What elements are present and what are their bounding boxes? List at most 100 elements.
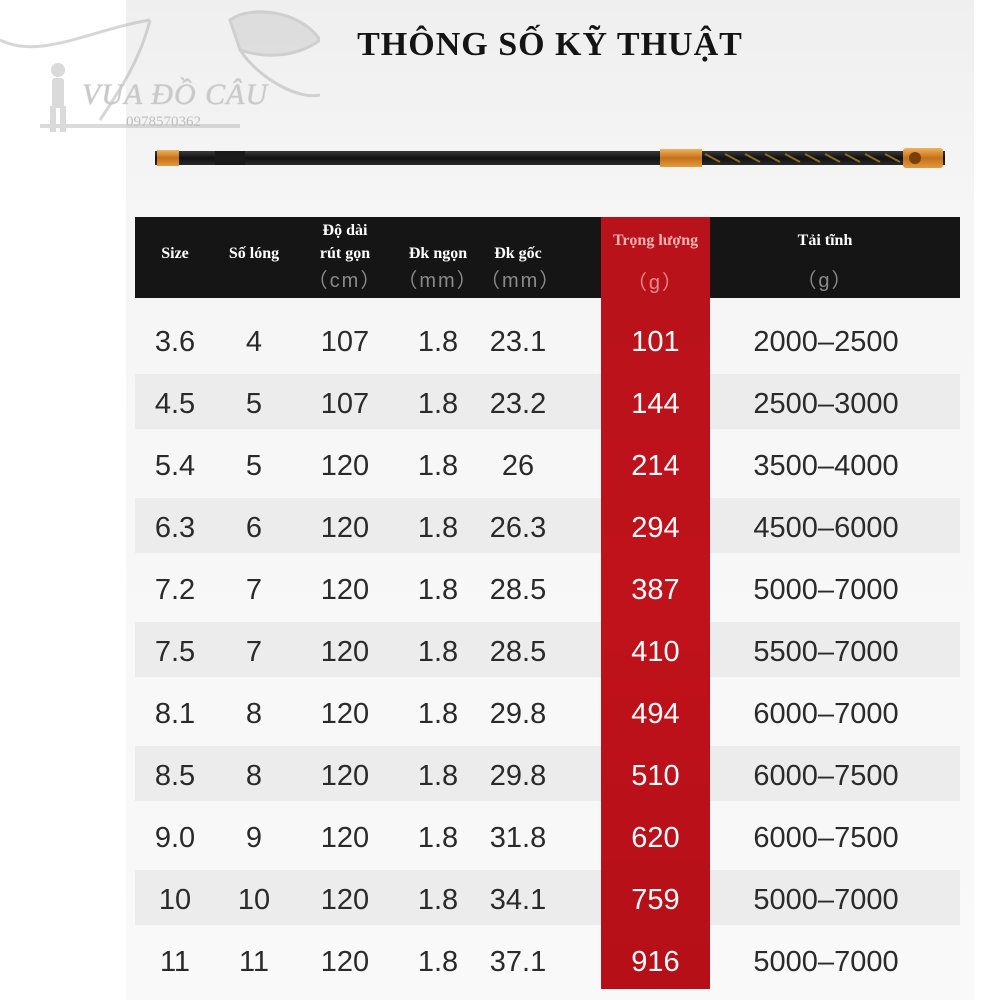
cell-size: 11 — [159, 946, 191, 978]
cell-dk-ngon: 1.8 — [417, 388, 459, 420]
table-header — [135, 217, 960, 298]
cell-tai-tinh: 6000–7000 — [753, 698, 899, 730]
cell-do-dai: 120 — [320, 636, 370, 668]
cell-dk-ngon: 1.8 — [417, 512, 459, 544]
cell-tai-tinh: 6000–7500 — [753, 822, 899, 854]
cell-so-long: 8 — [245, 760, 263, 792]
cell-tai-tinh: 2000–2500 — [753, 326, 899, 358]
header-do-dai-line1: Độ dài — [322, 222, 368, 239]
cell-so-long: 5 — [245, 450, 263, 482]
cell-do-dai: 120 — [320, 884, 370, 916]
cell-dk-ngon: 1.8 — [417, 760, 459, 792]
cell-so-long: 11 — [238, 946, 270, 978]
cell-do-dai: 120 — [320, 450, 370, 482]
cell-trong-luong: 410 — [631, 636, 680, 668]
header-so-long: Số lóng — [228, 245, 280, 262]
cell-trong-luong: 510 — [631, 760, 680, 792]
cell-dk-ngon: 1.8 — [417, 698, 459, 730]
cell-dk-goc: 26 — [501, 450, 535, 482]
header-trong-luong-unit: （g） — [626, 272, 685, 294]
cell-so-long: 5 — [245, 388, 263, 420]
cell-trong-luong: 294 — [631, 512, 680, 544]
header-dk-ngon-unit: （mm） — [397, 270, 479, 292]
page-title: THÔNG SỐ KỸ THUẬT — [357, 26, 743, 63]
cell-trong-luong: 759 — [631, 884, 680, 916]
header-trong-luong: Trọng lượng — [612, 232, 699, 249]
row-stripe — [135, 870, 960, 925]
cell-tai-tinh: 5000–7000 — [753, 946, 899, 978]
cell-do-dai: 107 — [320, 388, 370, 420]
cell-size: 7.5 — [154, 636, 196, 668]
cell-dk-goc: 29.8 — [489, 760, 547, 792]
cell-tai-tinh: 4500–6000 — [753, 512, 899, 544]
cell-trong-luong: 916 — [631, 946, 680, 978]
row-stripe — [135, 374, 960, 429]
cell-dk-goc: 28.5 — [489, 574, 547, 606]
cell-dk-goc: 34.1 — [489, 884, 547, 916]
header-dk-goc: Đk gốc — [494, 245, 542, 262]
cell-dk-ngon: 1.8 — [417, 946, 459, 978]
cell-do-dai: 120 — [320, 822, 370, 854]
cell-trong-luong: 620 — [631, 822, 680, 854]
cell-so-long: 10 — [237, 884, 271, 916]
cell-do-dai: 107 — [320, 326, 370, 358]
cell-so-long: 7 — [245, 574, 263, 606]
cell-dk-ngon: 1.8 — [417, 636, 459, 668]
cell-dk-goc: 28.5 — [489, 636, 547, 668]
cell-trong-luong: 387 — [631, 574, 680, 606]
cell-tai-tinh: 5000–7000 — [753, 574, 899, 606]
cell-do-dai: 120 — [320, 946, 370, 978]
cell-tai-tinh: 5000–7000 — [753, 884, 899, 916]
cell-so-long: 9 — [245, 822, 263, 854]
cell-do-dai: 120 — [320, 698, 370, 730]
cell-so-long: 8 — [245, 698, 263, 730]
cell-do-dai: 120 — [320, 760, 370, 792]
cell-size: 3.6 — [154, 326, 196, 358]
cell-dk-ngon: 1.8 — [417, 574, 459, 606]
cell-size: 4.5 — [154, 388, 196, 420]
weight-column-highlight — [601, 217, 710, 989]
cell-tai-tinh: 3500–4000 — [753, 450, 899, 482]
cell-trong-luong: 494 — [631, 698, 680, 730]
cell-dk-goc: 37.1 — [489, 946, 547, 978]
cell-size: 7.2 — [154, 574, 196, 606]
cell-so-long: 4 — [245, 326, 263, 358]
cell-dk-goc: 29.8 — [489, 698, 547, 730]
cell-dk-ngon: 1.8 — [417, 450, 459, 482]
brand-phone: 0978570362 — [126, 114, 201, 130]
cell-trong-luong: 144 — [631, 388, 680, 420]
row-stripe — [135, 746, 960, 801]
header-tai-tinh: Tải tĩnh — [797, 232, 853, 249]
cell-size: 9.0 — [154, 822, 196, 854]
header-size: Size — [161, 245, 189, 262]
cell-tai-tinh: 6000–7500 — [753, 760, 899, 792]
cell-dk-ngon: 1.8 — [417, 822, 459, 854]
cell-dk-goc: 23.1 — [489, 326, 547, 358]
header-tai-tinh-unit: （g） — [796, 270, 854, 292]
brand-name: VUA ĐỒ CÂU — [82, 78, 269, 111]
cell-do-dai: 120 — [320, 512, 370, 544]
cell-dk-ngon: 1.8 — [417, 326, 459, 358]
cell-trong-luong: 101 — [631, 326, 680, 358]
fishing-rod-image — [155, 148, 945, 168]
cell-size: 8.1 — [154, 698, 196, 730]
cell-dk-goc: 31.8 — [489, 822, 547, 854]
cell-size: 5.4 — [154, 450, 196, 482]
header-do-dai-line2: rút gọn — [319, 245, 371, 262]
cell-do-dai: 120 — [320, 574, 370, 606]
row-stripe — [135, 498, 960, 553]
cell-dk-goc: 23.2 — [489, 388, 547, 420]
cell-size: 10 — [158, 884, 192, 916]
cell-tai-tinh: 5500–7000 — [753, 636, 899, 668]
row-stripe — [135, 622, 960, 677]
header-dk-goc-unit: （mm） — [480, 270, 562, 292]
cell-dk-goc: 26.3 — [489, 512, 547, 544]
cell-size: 8.5 — [154, 760, 196, 792]
header-dk-ngon: Đk ngọn — [408, 245, 468, 262]
header-do-dai-unit: （cm） — [307, 270, 383, 292]
cell-trong-luong: 214 — [631, 450, 680, 482]
cell-tai-tinh: 2500–3000 — [753, 388, 899, 420]
cell-so-long: 6 — [245, 512, 263, 544]
cell-so-long: 7 — [245, 636, 263, 668]
cell-size: 6.3 — [154, 512, 196, 544]
